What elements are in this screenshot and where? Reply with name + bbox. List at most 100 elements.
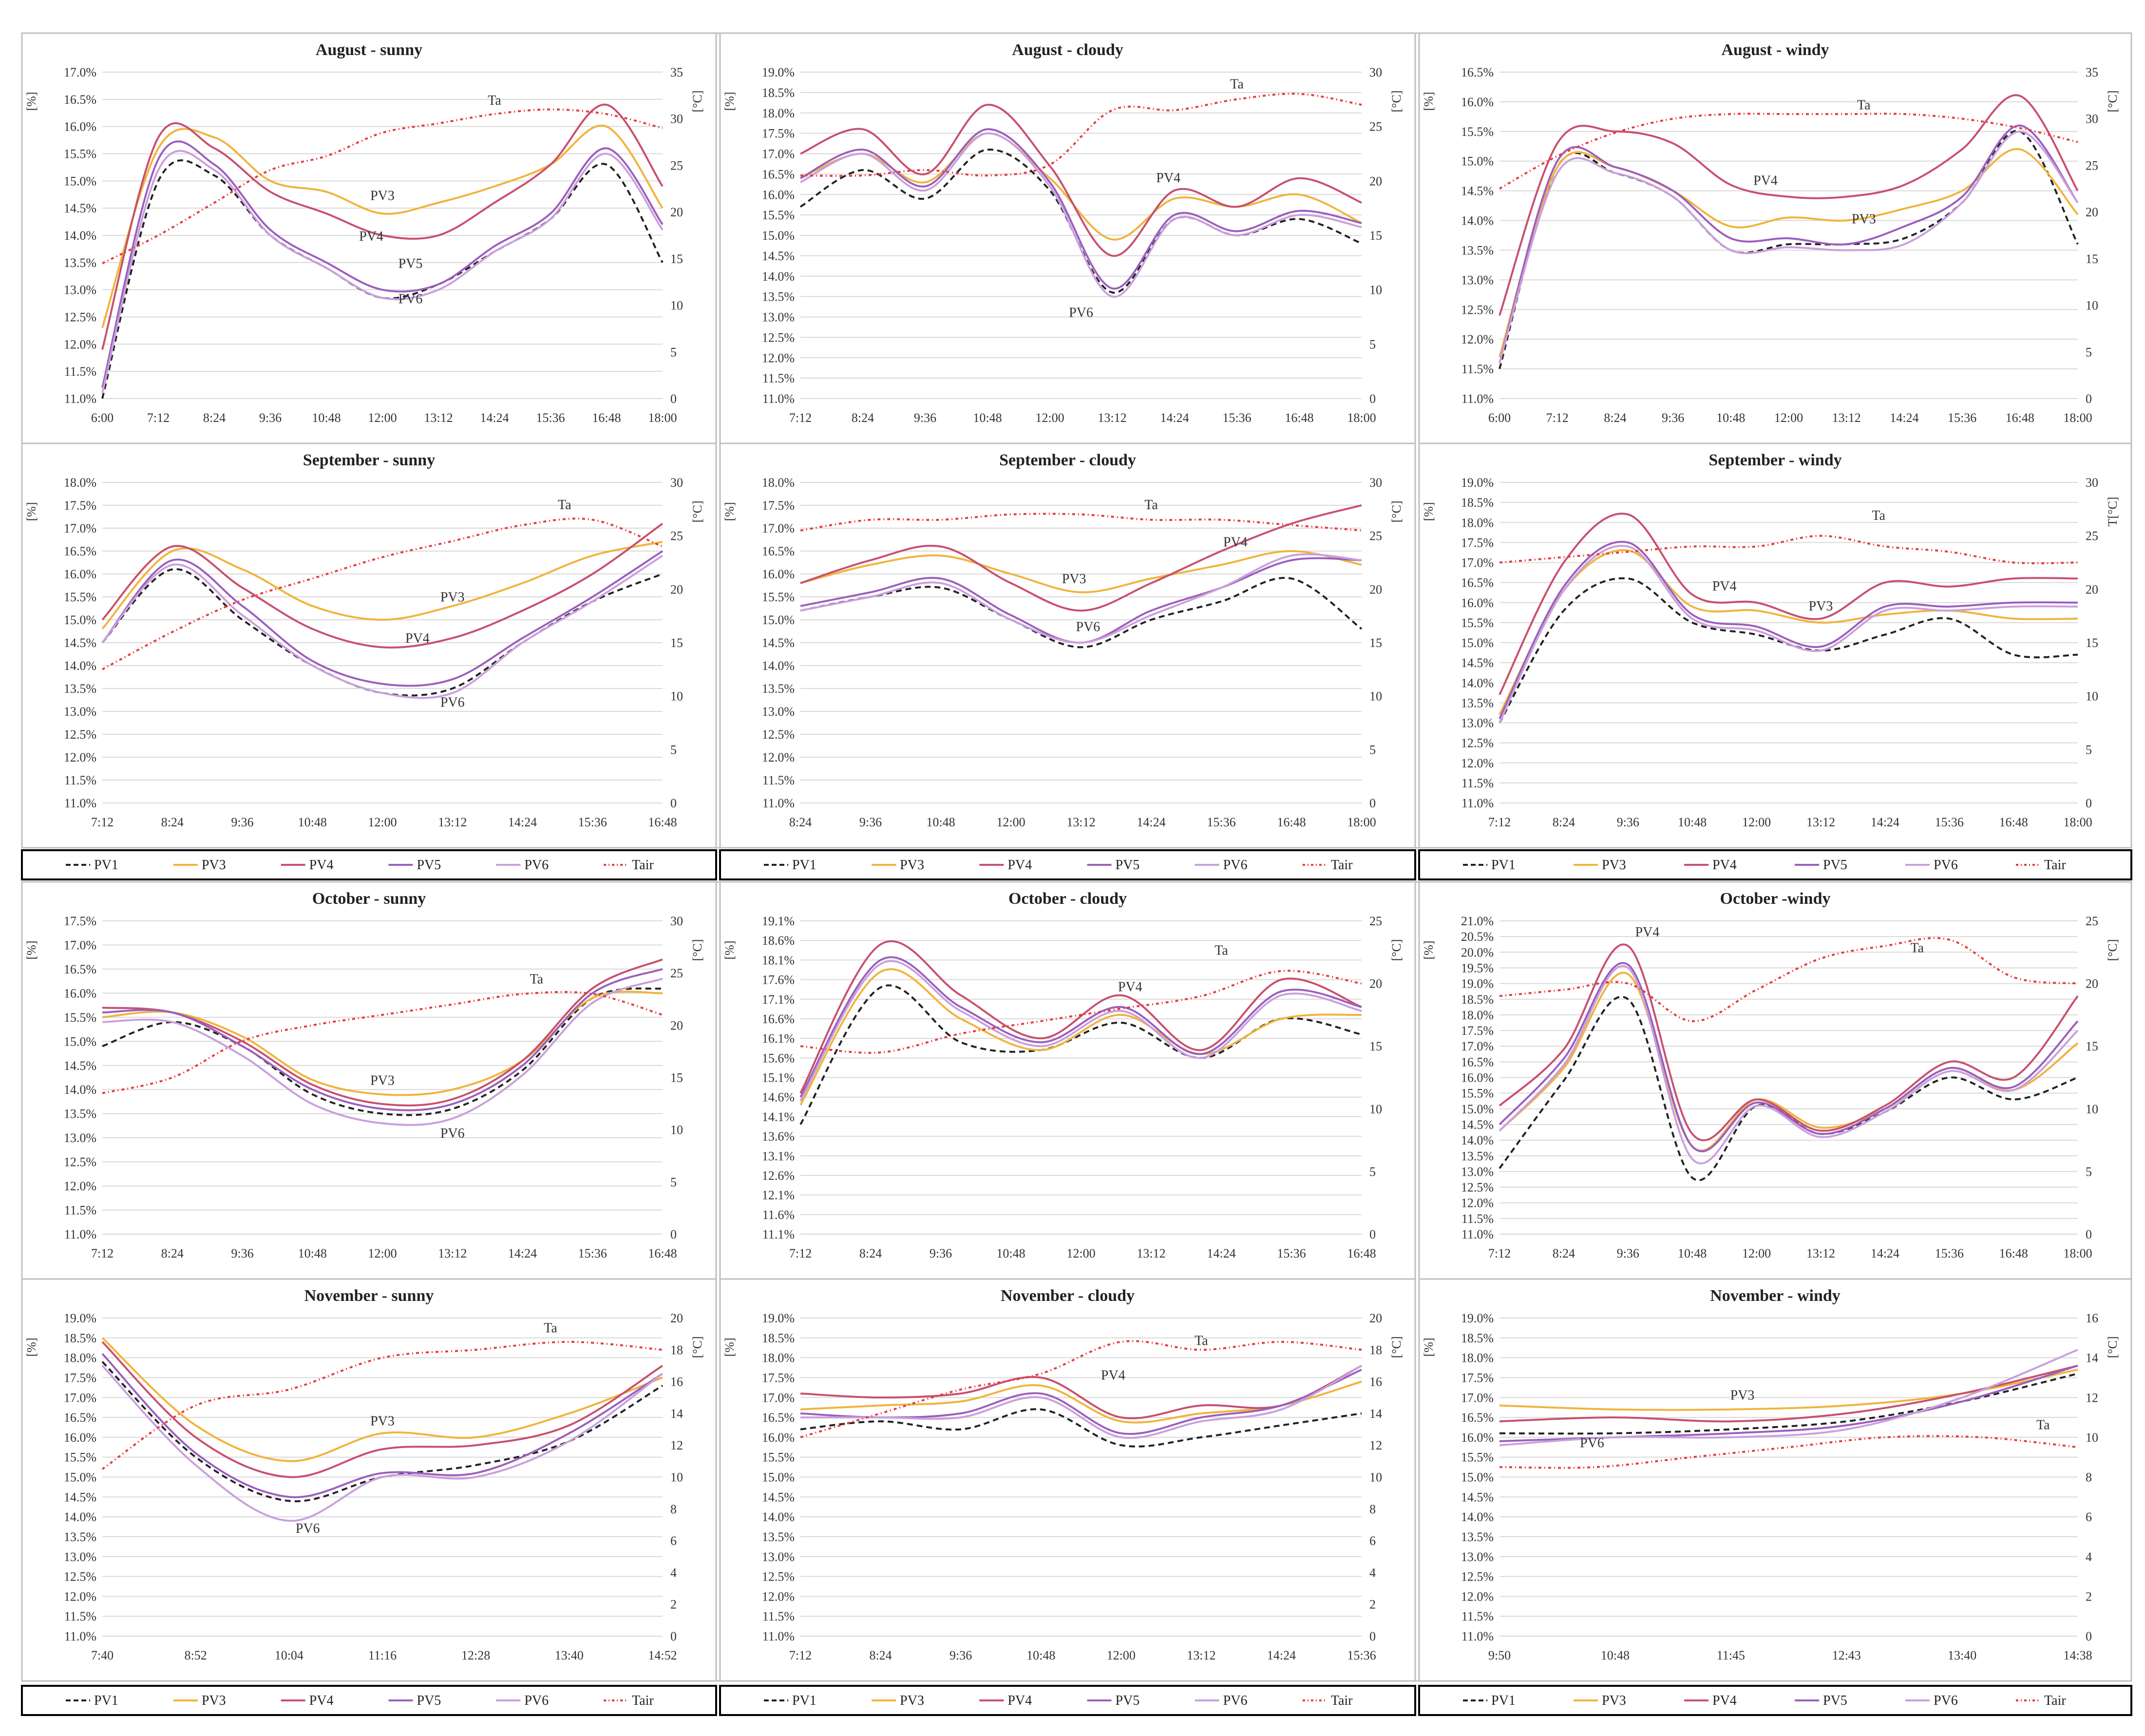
y-tick-label: 13.5%: [1461, 696, 1494, 710]
y2-tick-label: 6: [670, 1534, 677, 1548]
y-tick-label: 12.0%: [64, 1179, 96, 1193]
y-tick-label: 19.0%: [1461, 977, 1494, 991]
y-tick-label: 17.0%: [64, 65, 96, 79]
y2-tick-label: 4: [2086, 1550, 2092, 1564]
y-tick-label: 14.0%: [762, 659, 795, 673]
y-tick-label: 14.0%: [1461, 1510, 1494, 1524]
series-line-pv1: [800, 1408, 1362, 1448]
legend-border: [719, 1685, 1416, 1716]
y-tick-label: 12.0%: [762, 750, 795, 764]
series-line-pv1: [102, 987, 663, 1116]
y2-tick-label: 16: [670, 1375, 683, 1389]
x-tick-label: 13:12: [1806, 815, 1835, 829]
x-tick-label: 10:04: [275, 1648, 304, 1662]
chart-5: September - cloudy 11.0% 11.5% 12.0% 12.5% 13…: [719, 442, 1416, 849]
y-tick-label: 16.0%: [762, 1431, 795, 1445]
y-tick-label: 17.5%: [762, 498, 795, 513]
y-tick-label: 12.5%: [64, 1155, 96, 1169]
legend-label-tair: Tair: [2044, 1693, 2066, 1708]
series-line-pv6: [101, 1365, 664, 1522]
y-tick-label: 18.5%: [1461, 992, 1494, 1007]
y-tick-label: 11.0%: [64, 392, 96, 406]
annotation-ta: Ta: [1195, 1334, 1208, 1349]
x-tick-label: 16:48: [1999, 1246, 2028, 1260]
y-tick-label: 11.5%: [1462, 1609, 1494, 1623]
y2-axis-label: [°C]: [1389, 90, 1404, 112]
x-tick-label: 15:36: [1277, 1246, 1306, 1260]
y-tick-label: 15.5%: [762, 1450, 795, 1465]
y2-axis-label: [°C]: [2106, 1336, 2120, 1358]
x-tick-label: 14:24: [480, 411, 509, 425]
y-tick-label: 11.5%: [64, 364, 96, 379]
y-tick-label: 14.5%: [1461, 656, 1494, 670]
x-tick-label: 10:48: [298, 1246, 327, 1260]
y-tick-label: 17.5%: [762, 1371, 795, 1385]
y-tick-label: 15.5%: [1461, 1087, 1494, 1101]
y-tick-label: 15.0%: [64, 613, 96, 627]
y-tick-label: 16.5%: [64, 962, 96, 976]
annotation-pv6: PV6: [1069, 305, 1093, 321]
annotation-ta: Ta: [1910, 940, 1924, 955]
series-line-pv4: [102, 958, 663, 1106]
x-tick-label: 12:00: [368, 815, 397, 829]
y-tick-label: 12.5%: [64, 727, 96, 742]
y-tick-label: 14.5%: [762, 249, 795, 263]
y2-tick-label: 10: [670, 299, 683, 313]
annotation-pv3: PV3: [1852, 212, 1876, 227]
y2-tick-label: 6: [2086, 1510, 2092, 1524]
y-tick-label: 17.0%: [1461, 556, 1494, 570]
x-tick-label: 12:00: [1742, 1246, 1771, 1260]
y2-tick-label: 20: [1369, 582, 1382, 596]
series-line-tair: [800, 93, 1362, 177]
legend-box: PV1 PV3 PV4 PV5 PV6 Tair: [21, 849, 717, 880]
y-tick-label: 14.5%: [64, 1490, 96, 1504]
legend-label-pv5: PV5: [417, 1693, 441, 1708]
y-tick-label: 13.0%: [1461, 273, 1494, 287]
annotation-pv3: PV3: [370, 1413, 395, 1429]
y2-tick-label: 4: [670, 1565, 677, 1580]
y-tick-label: 11.1%: [762, 1227, 795, 1241]
x-tick-label: 18:00: [2063, 815, 2092, 829]
x-tick-label: 15:36: [1935, 1246, 1964, 1260]
annotation-pv4: PV4: [1118, 980, 1142, 995]
y2-tick-label: 5: [670, 1175, 677, 1189]
y-axis-label: [%]: [722, 941, 737, 960]
legend-label-pv6: PV6: [524, 1693, 549, 1708]
y2-tick-label: 25: [670, 966, 683, 980]
series-line-pv1: [1499, 577, 2078, 724]
series-line-pv5: [101, 550, 664, 687]
x-tick-label: 15:36: [536, 411, 565, 425]
y2-tick-label: 10: [2086, 689, 2098, 704]
y-tick-label: 19.0%: [1461, 476, 1494, 490]
y-tick-label: 14.5%: [1461, 184, 1494, 198]
y2-tick-label: 25: [1369, 120, 1382, 134]
y-tick-label: 17.5%: [64, 914, 96, 928]
y2-tick-label: 6: [1369, 1534, 1376, 1548]
y-tick-label: 16.0%: [1461, 1431, 1494, 1445]
y2-tick-label: 10: [2086, 1431, 2098, 1445]
legend-label-pv5: PV5: [1116, 858, 1140, 873]
annotation-pv6: PV6: [399, 292, 423, 307]
y-tick-label: 11.5%: [64, 1203, 96, 1218]
x-tick-label: 14:24: [508, 1246, 537, 1260]
legend-label-pv1: PV1: [1491, 858, 1516, 873]
x-tick-label: 7:12: [789, 411, 812, 425]
x-tick-label: 14:24: [1871, 1246, 1899, 1260]
series-line-pv6: [102, 977, 663, 1126]
y2-tick-label: 0: [670, 392, 677, 406]
y2-axis-label: [°C]: [2106, 90, 2120, 112]
x-tick-label: 8:24: [1604, 411, 1626, 425]
annotation-ta: Ta: [2036, 1418, 2050, 1433]
y-tick-label: 17.5%: [1461, 1024, 1494, 1038]
x-tick-label: 8:24: [161, 1246, 184, 1260]
y-tick-label: 16.0%: [762, 567, 795, 581]
y-tick-label: 14.0%: [64, 1510, 96, 1524]
x-tick-label: 16:48: [1277, 815, 1306, 829]
y-tick-label: 16.1%: [762, 1031, 795, 1046]
legend-label-pv6: PV6: [1934, 1693, 1958, 1708]
y2-tick-label: 8: [1369, 1502, 1376, 1516]
y-tick-label: 13.5%: [64, 682, 96, 696]
legend-label-pv3: PV3: [202, 1693, 226, 1708]
y2-tick-label: 20: [670, 205, 683, 219]
